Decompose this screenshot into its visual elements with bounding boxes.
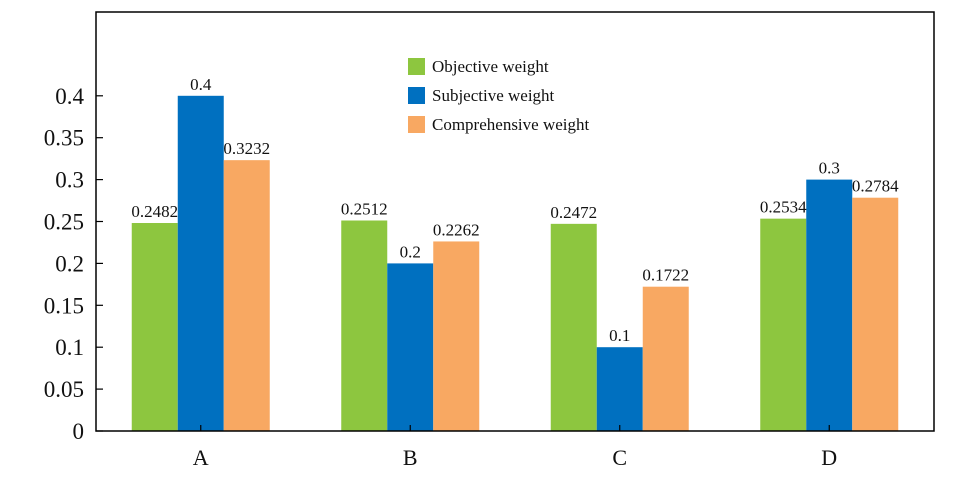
bar-C-0 bbox=[550, 223, 597, 431]
data-label: 0.2512 bbox=[341, 199, 388, 218]
legend-swatch bbox=[408, 87, 425, 104]
data-labels: 0.2482 0.4 0.3232 0.2512 0.2 0.2262 0.2472 0.1 0… bbox=[131, 75, 899, 345]
data-label: 0.2534 bbox=[760, 198, 807, 217]
x-axis: A B C D bbox=[193, 425, 837, 470]
bar-C-1 bbox=[596, 347, 643, 431]
bar-B-1 bbox=[387, 263, 434, 431]
data-label: 0.4 bbox=[190, 75, 212, 94]
legend: Objective weight Subjective weight Compreh… bbox=[408, 57, 589, 134]
data-label: 0.2262 bbox=[433, 220, 480, 239]
bar-D-0 bbox=[760, 218, 807, 431]
x-tick-label: A bbox=[193, 445, 209, 470]
data-label: 0.1722 bbox=[642, 266, 689, 285]
y-tick-label: 0.25 bbox=[44, 210, 84, 235]
legend-label: Subjective weight bbox=[432, 86, 555, 105]
bar-A-2 bbox=[223, 160, 270, 432]
bar-B-0 bbox=[341, 220, 388, 431]
data-label: 0.2472 bbox=[550, 203, 597, 222]
y-tick-label: 0.15 bbox=[44, 293, 84, 318]
x-tick-label: B bbox=[403, 445, 418, 470]
y-tick-label: 0 bbox=[73, 419, 85, 444]
bar-D-2 bbox=[852, 197, 899, 431]
data-label: 0.2 bbox=[400, 242, 421, 261]
data-label: 0.2482 bbox=[131, 202, 178, 221]
data-label: 0.1 bbox=[609, 326, 630, 345]
x-tick-label: D bbox=[821, 445, 837, 470]
legend-swatch bbox=[408, 58, 425, 75]
data-label: 0.2784 bbox=[852, 177, 899, 196]
bars bbox=[131, 95, 899, 432]
y-tick-label: 0.05 bbox=[44, 377, 84, 402]
y-tick-label: 0.35 bbox=[44, 126, 84, 151]
plot-frame bbox=[95, 11, 935, 432]
bar-B-2 bbox=[433, 241, 480, 431]
bar-D-1 bbox=[806, 179, 853, 431]
x-tick-label: C bbox=[612, 445, 627, 470]
y-axis: 0 0.05 0.1 0.15 0.2 0.25 0.3 0.35 0.4 bbox=[44, 84, 103, 444]
y-tick-label: 0.2 bbox=[55, 251, 84, 276]
legend-swatch bbox=[408, 116, 425, 133]
y-tick-label: 0.4 bbox=[55, 84, 84, 109]
bar-A-1 bbox=[177, 95, 224, 432]
legend-label: Comprehensive weight bbox=[432, 115, 589, 134]
legend-label: Objective weight bbox=[432, 57, 549, 76]
data-label: 0.3 bbox=[819, 159, 840, 178]
y-tick-label: 0.1 bbox=[55, 335, 84, 360]
y-tick-label: 0.3 bbox=[55, 168, 84, 193]
data-label: 0.3232 bbox=[223, 139, 270, 158]
bar-A-0 bbox=[131, 223, 178, 431]
bar-C-2 bbox=[642, 286, 689, 431]
